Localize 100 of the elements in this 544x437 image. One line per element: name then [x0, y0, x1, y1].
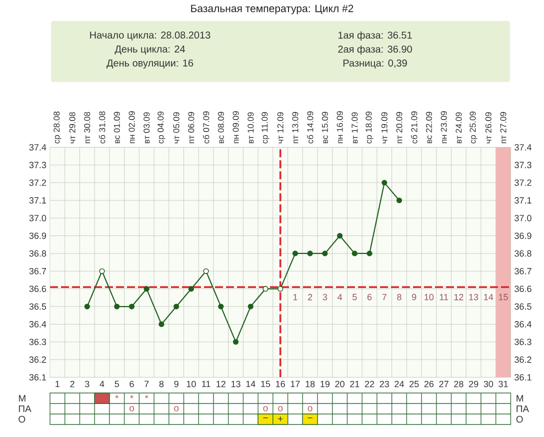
point — [262, 286, 268, 292]
y-tick-label: 36.5 — [29, 303, 46, 310]
text: + — [278, 416, 283, 422]
y-tick-label: 37.0 — [29, 214, 46, 222]
y2-tick-label: 36.6 — [514, 286, 532, 292]
x2-tick-label: чт 12.09 — [277, 112, 284, 144]
x2-tick-label: сб 31.08 — [98, 111, 106, 144]
x-tick-label: 4 — [100, 380, 104, 388]
x-tick-label: 7 — [144, 380, 149, 388]
x-tick-label: 23 — [380, 380, 389, 388]
x2-tick-label: чт 19.09 — [381, 112, 388, 144]
x2-tick-label: пт 13.09 — [292, 112, 298, 144]
y2-tick-label: 36.4 — [514, 321, 532, 328]
y-tick-label: 36.8 — [29, 250, 46, 257]
annotation: 2 — [308, 294, 312, 300]
y-tick-label: 37.2 — [29, 179, 46, 186]
x-tick-label: 2 — [70, 380, 74, 388]
point — [292, 250, 298, 256]
x2-tick-label: пт 27.09 — [500, 112, 506, 144]
x-tick-label: 19 — [320, 380, 330, 388]
point — [174, 304, 180, 310]
y2-tick-label: 36.5 — [514, 303, 532, 310]
x-tick-label: 26 — [424, 380, 434, 388]
x-tick-label: 5 — [114, 380, 119, 388]
point — [248, 304, 254, 310]
point — [307, 250, 313, 256]
chart-title: Базальная температура: Цикл #2 — [191, 4, 354, 14]
point — [99, 268, 105, 274]
annotation: 5 — [352, 294, 357, 300]
y-tick-label: 36.7 — [29, 268, 46, 274]
x2-tick-label: сб 14.09 — [306, 111, 314, 144]
category-label: М — [516, 394, 524, 402]
text: День цикла: 24 — [114, 46, 186, 54]
x-tick-label: 21 — [350, 380, 360, 388]
y2-tick-label: 37.4 — [514, 144, 532, 150]
y-tick-label: 37.4 — [29, 144, 46, 150]
text: Разница: 0,39 — [343, 60, 407, 68]
y2-tick-label: 36.8 — [514, 250, 532, 257]
y2-tick-label: 37.2 — [514, 179, 532, 186]
x-tick-label: 25 — [410, 380, 419, 388]
x2-tick-label: вт 17.09 — [352, 112, 358, 144]
x-tick-label: 20 — [335, 380, 344, 388]
x-tick-label: 17 — [290, 380, 300, 388]
y2-tick-label: 36.7 — [514, 268, 532, 274]
point — [352, 250, 358, 256]
annotation: 3 — [322, 294, 328, 300]
point — [188, 286, 194, 292]
x-tick-label: 27 — [439, 380, 448, 388]
y2-tick-label: 36.2 — [514, 356, 532, 363]
x2-tick-label: сб 21.09 — [410, 111, 418, 144]
x-tick-label: 13 — [231, 380, 240, 388]
x2-tick-label: ср 28.08 — [54, 112, 62, 144]
x2-tick-label: вт 10.09 — [248, 112, 254, 144]
x-tick-label: 10 — [186, 380, 196, 388]
y2-tick-label: 37.0 — [514, 214, 532, 222]
x-tick-label: 9 — [174, 380, 178, 388]
x-tick-label: 18 — [306, 380, 315, 388]
point — [322, 250, 328, 256]
x2-tick-label: пн 16.09 — [336, 111, 343, 144]
point — [336, 232, 343, 239]
x-tick-label: 15 — [261, 380, 270, 388]
x2-tick-label: пн 09.09 — [232, 111, 239, 144]
y-tick-label: 37.1 — [29, 197, 46, 204]
point — [144, 286, 150, 292]
x-tick-label: 31 — [498, 380, 508, 388]
y2-tick-label: 36.9 — [514, 232, 532, 239]
point — [218, 304, 224, 310]
annotation: 13 — [469, 294, 478, 300]
x2-tick-label: ср 25.09 — [470, 112, 478, 144]
text: День овуляции: 16 — [106, 59, 194, 69]
annotation: 4 — [337, 294, 342, 300]
category-label: ПА — [516, 405, 530, 412]
x2-tick-label: чт 29.08 — [69, 112, 76, 144]
x2-tick-label: вс 22.09 — [426, 112, 432, 144]
x2-tick-label: вт 24.09 — [456, 112, 462, 144]
text: o — [174, 406, 179, 412]
x-tick-label: 6 — [130, 380, 134, 388]
y2-tick-label: 36.1 — [514, 374, 532, 380]
x2-tick-label: пт 20.09 — [396, 112, 402, 144]
x-tick-label: 14 — [246, 380, 256, 388]
y-tick-label: 36.6 — [29, 286, 46, 292]
y2-tick-label: 37.3 — [514, 162, 532, 168]
point — [278, 286, 284, 292]
category-label: О — [516, 416, 523, 423]
x2-tick-label: пт 30.08 — [84, 112, 90, 144]
x2-tick-label: вс 01.09 — [114, 112, 120, 144]
point — [158, 321, 164, 328]
x2-tick-label: вс 15.09 — [322, 112, 328, 144]
x2-tick-label: чт 05.09 — [173, 112, 180, 144]
point — [232, 339, 239, 345]
category-label: ПА — [18, 405, 32, 412]
text: o — [308, 406, 312, 412]
x2-tick-label: вт 03.09 — [144, 112, 150, 144]
category-label: М — [18, 394, 26, 402]
y-tick-label: 36.3 — [29, 338, 46, 346]
x2-tick-label: ср 04.09 — [158, 112, 166, 144]
point — [84, 304, 90, 310]
text: o — [278, 406, 283, 412]
x-tick-label: 28 — [454, 380, 464, 388]
point — [366, 250, 372, 256]
